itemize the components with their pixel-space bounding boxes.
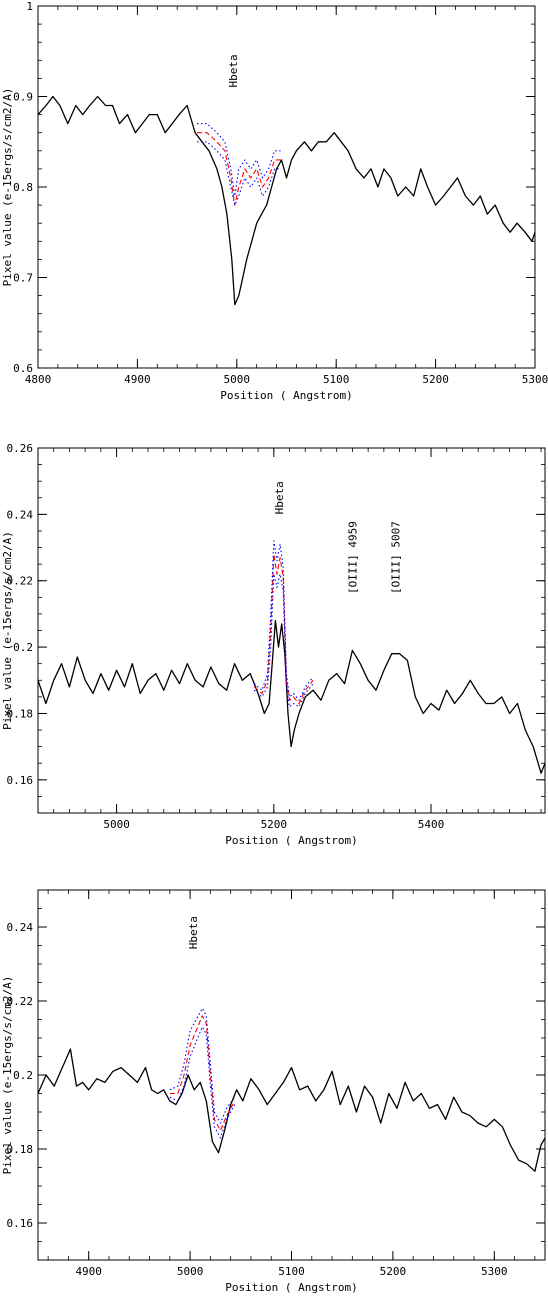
line-annotation: [OIII] 4959 <box>346 521 359 594</box>
x-tick-label: 5000 <box>224 373 251 386</box>
y-tick-label: 0.18 <box>7 1143 34 1156</box>
chart-panel-3: 4900 5000 5100 5200 5300 0.16 0.18 0.2 0.22 0.24 P… <box>1 889 546 1294</box>
y-tick-label: 0.2 <box>13 641 33 654</box>
spectrum-model-dotted-4 <box>169 1026 236 1139</box>
x-tick-label: 5000 <box>103 818 130 831</box>
x-tick-label: 5200 <box>380 1265 407 1278</box>
spectrum-model-dotted-3 <box>169 1007 236 1124</box>
spectrum-model-dotted-3 <box>197 123 281 197</box>
plot-frame <box>37 447 546 814</box>
x-tick-label: 5100 <box>278 1265 305 1278</box>
y-tick-label: 0.24 <box>7 508 34 521</box>
spectrum-model-dotted-3 <box>253 540 314 701</box>
spectrum-line-1 <box>37 1048 546 1172</box>
x-tick-label: 5400 <box>418 818 445 831</box>
x-tick-label: 4800 <box>25 373 52 386</box>
y-tick-label: 0.16 <box>7 1217 34 1230</box>
spectrum-model-dashed-2 <box>197 132 281 206</box>
y-tick-label: 0.6 <box>13 362 33 375</box>
y-axis-label: Pixel value (e-15ergs/s/cm2/A) <box>1 88 14 287</box>
plot-frame <box>37 889 546 1261</box>
spectrum-model-dashed-2 <box>253 553 314 705</box>
line-annotation: [OIII] 5007 <box>390 521 403 594</box>
y-tick-label: 0.7 <box>13 272 33 285</box>
x-tick-label: 5300 <box>522 373 548 386</box>
line-annotation: Hbeta <box>187 916 200 949</box>
line-annotation: Hbeta <box>227 54 240 87</box>
y-axis-label: Pixel value (e-15ergs/s/cm2/A) <box>1 976 14 1175</box>
spectrum-model-dotted-4 <box>197 141 281 206</box>
y-tick-label: 0.22 <box>7 995 34 1008</box>
x-tick-label: 5100 <box>323 373 350 386</box>
spectrum-model-dashed-2 <box>169 1015 236 1132</box>
spectrum-line-1 <box>37 95 536 306</box>
spectrum-line-1 <box>37 619 546 774</box>
chart-panel-2: 5000 5200 5400 0.16 0.18 0.2 0.22 0.24 0.26 Posit… <box>1 442 546 847</box>
y-tick-label: 0.22 <box>7 575 34 588</box>
x-tick-label: 5000 <box>177 1265 204 1278</box>
x-tick-label: 5300 <box>481 1265 508 1278</box>
x-tick-label: 4900 <box>124 373 151 386</box>
x-axis-label: Position ( Angstrom) <box>225 834 357 847</box>
x-axis-label: Position ( Angstrom) <box>225 1281 357 1294</box>
y-tick-label: 0.2 <box>13 1069 33 1082</box>
y-tick-label: 0.16 <box>7 774 34 787</box>
y-tick-label: 0.9 <box>13 91 33 104</box>
chart-panel-1: 4800 4900 5000 5100 5200 5300 0.6 0.7 0.8 0.9 1 Pos… <box>1 0 548 402</box>
x-axis-label: Position ( Angstrom) <box>220 389 352 402</box>
y-tick-label: 0.8 <box>13 181 33 194</box>
plot-frame <box>37 5 536 369</box>
x-tick-label: 4900 <box>75 1265 102 1278</box>
y-axis-label: Pixel value (e-15ergs/s/cm2/A) <box>1 531 14 730</box>
y-tick-label: 0.24 <box>7 921 34 934</box>
x-tick-label: 5200 <box>422 373 449 386</box>
line-annotation: Hbeta <box>273 481 286 514</box>
x-tick-label: 5200 <box>261 818 288 831</box>
y-tick-label: 1 <box>26 0 33 13</box>
spectrum-model-dotted-4 <box>253 573 314 708</box>
y-tick-label: 0.26 <box>7 442 34 455</box>
y-tick-label: 0.18 <box>7 707 34 720</box>
